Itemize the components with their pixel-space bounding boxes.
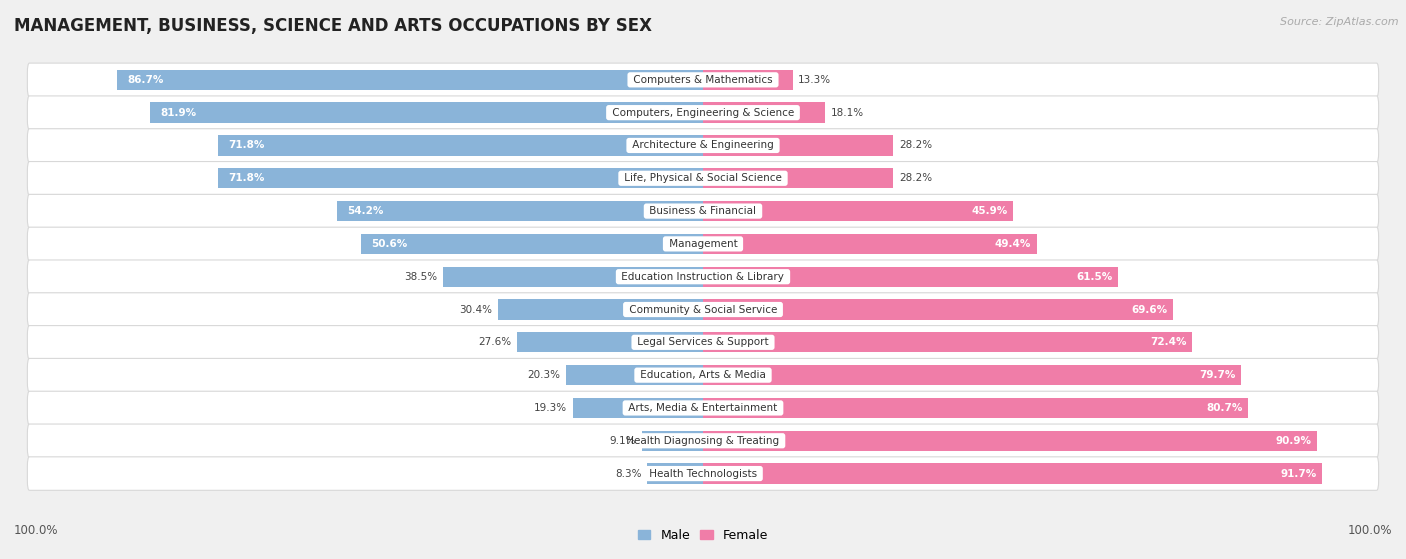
FancyBboxPatch shape (27, 63, 1379, 97)
Bar (703, 430, 1317, 451)
FancyBboxPatch shape (27, 129, 1379, 162)
Bar (641, 430, 703, 451)
Text: 9.1%: 9.1% (610, 436, 636, 446)
Text: 18.1%: 18.1% (831, 108, 863, 117)
Text: Source: ZipAtlas.com: Source: ZipAtlas.com (1281, 17, 1399, 27)
Text: 49.4%: 49.4% (995, 239, 1031, 249)
Text: 30.4%: 30.4% (460, 305, 492, 315)
Text: Community & Social Service: Community & Social Service (626, 305, 780, 315)
Text: 61.5%: 61.5% (1077, 272, 1114, 282)
Text: 13.3%: 13.3% (799, 75, 831, 85)
FancyBboxPatch shape (27, 195, 1379, 228)
Bar (361, 234, 703, 254)
FancyBboxPatch shape (27, 227, 1379, 260)
Text: Arts, Media & Entertainment: Arts, Media & Entertainment (626, 403, 780, 413)
Text: 72.4%: 72.4% (1150, 337, 1187, 347)
Bar (703, 70, 793, 90)
Text: 28.2%: 28.2% (898, 140, 932, 150)
Text: 28.2%: 28.2% (898, 173, 932, 183)
Text: 69.6%: 69.6% (1132, 305, 1168, 315)
Text: Health Technologists: Health Technologists (645, 468, 761, 479)
Text: 90.9%: 90.9% (1275, 436, 1312, 446)
FancyBboxPatch shape (27, 293, 1379, 326)
Bar (516, 332, 703, 353)
Text: 100.0%: 100.0% (14, 524, 59, 537)
Text: 27.6%: 27.6% (478, 337, 512, 347)
Text: 19.3%: 19.3% (534, 403, 567, 413)
Bar (647, 463, 703, 484)
Text: 86.7%: 86.7% (128, 75, 165, 85)
FancyBboxPatch shape (27, 457, 1379, 490)
Bar (703, 267, 1118, 287)
FancyBboxPatch shape (27, 358, 1379, 392)
Text: Management: Management (665, 239, 741, 249)
Bar (337, 201, 703, 221)
Bar (703, 135, 893, 155)
Bar (703, 201, 1012, 221)
Bar (703, 300, 1173, 320)
Text: 79.7%: 79.7% (1199, 370, 1236, 380)
Text: Life, Physical & Social Science: Life, Physical & Social Science (621, 173, 785, 183)
Text: Computers, Engineering & Science: Computers, Engineering & Science (609, 108, 797, 117)
Text: Education, Arts & Media: Education, Arts & Media (637, 370, 769, 380)
Text: Computers & Mathematics: Computers & Mathematics (630, 75, 776, 85)
Bar (703, 102, 825, 123)
Text: 38.5%: 38.5% (405, 272, 437, 282)
Text: 100.0%: 100.0% (1347, 524, 1392, 537)
Text: Business & Financial: Business & Financial (647, 206, 759, 216)
Legend: Male, Female: Male, Female (633, 524, 773, 547)
Text: Architecture & Engineering: Architecture & Engineering (628, 140, 778, 150)
Text: Health Diagnosing & Treating: Health Diagnosing & Treating (623, 436, 783, 446)
Text: 50.6%: 50.6% (371, 239, 408, 249)
FancyBboxPatch shape (27, 325, 1379, 359)
Text: 8.3%: 8.3% (614, 468, 641, 479)
Bar (150, 102, 703, 123)
Bar (572, 398, 703, 418)
Bar (498, 300, 703, 320)
Text: 71.8%: 71.8% (228, 173, 264, 183)
Bar (703, 398, 1249, 418)
Text: MANAGEMENT, BUSINESS, SCIENCE AND ARTS OCCUPATIONS BY SEX: MANAGEMENT, BUSINESS, SCIENCE AND ARTS O… (14, 17, 652, 35)
Text: 91.7%: 91.7% (1281, 468, 1317, 479)
Text: 20.3%: 20.3% (527, 370, 561, 380)
Text: 45.9%: 45.9% (972, 206, 1008, 216)
FancyBboxPatch shape (27, 96, 1379, 129)
Bar (565, 365, 703, 385)
Bar (443, 267, 703, 287)
Bar (703, 234, 1036, 254)
FancyBboxPatch shape (27, 391, 1379, 425)
Bar (703, 168, 893, 188)
Text: 80.7%: 80.7% (1206, 403, 1243, 413)
Text: 54.2%: 54.2% (347, 206, 384, 216)
Bar (218, 135, 703, 155)
Bar (703, 332, 1192, 353)
Bar (117, 70, 703, 90)
Text: 81.9%: 81.9% (160, 108, 195, 117)
FancyBboxPatch shape (27, 162, 1379, 195)
Bar (218, 168, 703, 188)
FancyBboxPatch shape (27, 424, 1379, 457)
FancyBboxPatch shape (27, 260, 1379, 293)
Bar (703, 365, 1241, 385)
Text: 71.8%: 71.8% (228, 140, 264, 150)
Text: Legal Services & Support: Legal Services & Support (634, 337, 772, 347)
Text: Education Instruction & Library: Education Instruction & Library (619, 272, 787, 282)
Bar (703, 463, 1323, 484)
